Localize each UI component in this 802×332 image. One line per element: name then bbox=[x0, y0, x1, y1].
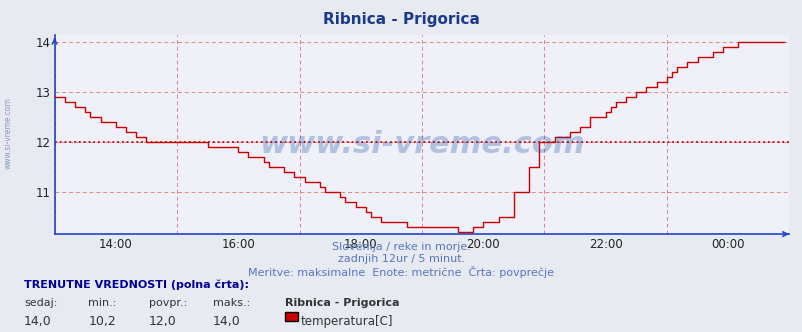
Text: povpr.:: povpr.: bbox=[148, 298, 187, 308]
Text: min.:: min.: bbox=[88, 298, 116, 308]
Text: 14,0: 14,0 bbox=[24, 315, 52, 328]
Text: temperatura[C]: temperatura[C] bbox=[301, 315, 393, 328]
Text: 14,0: 14,0 bbox=[213, 315, 241, 328]
Text: Ribnica - Prigorica: Ribnica - Prigorica bbox=[322, 12, 480, 27]
Text: TRENUTNE VREDNOSTI (polna črta):: TRENUTNE VREDNOSTI (polna črta): bbox=[24, 280, 249, 290]
Text: Meritve: maksimalne  Enote: metrične  Črta: povprečje: Meritve: maksimalne Enote: metrične Črta… bbox=[248, 266, 554, 278]
Text: www.si-vreme.com: www.si-vreme.com bbox=[259, 130, 584, 159]
Text: www.si-vreme.com: www.si-vreme.com bbox=[3, 97, 13, 169]
Text: Ribnica - Prigorica: Ribnica - Prigorica bbox=[285, 298, 399, 308]
Text: 10,2: 10,2 bbox=[88, 315, 116, 328]
Text: Slovenija / reke in morje.: Slovenija / reke in morje. bbox=[332, 242, 470, 252]
Text: sedaj:: sedaj: bbox=[24, 298, 58, 308]
Text: zadnjih 12ur / 5 minut.: zadnjih 12ur / 5 minut. bbox=[338, 254, 464, 264]
Text: 12,0: 12,0 bbox=[148, 315, 176, 328]
Text: maks.:: maks.: bbox=[213, 298, 249, 308]
